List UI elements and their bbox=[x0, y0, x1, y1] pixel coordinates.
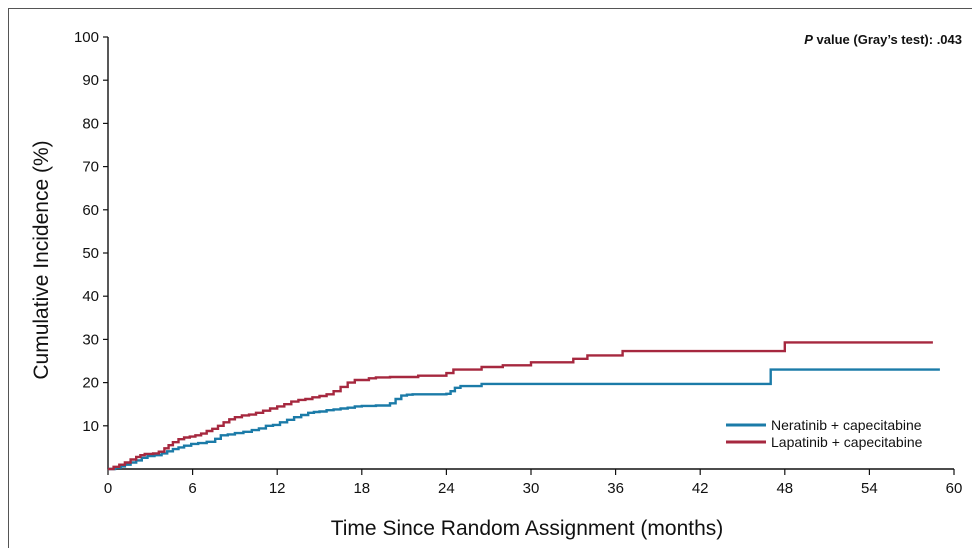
y-tick-label: 30 bbox=[82, 331, 99, 348]
x-tick-label: 6 bbox=[188, 480, 196, 497]
y-tick-label: 10 bbox=[82, 418, 99, 435]
y-axis-title: Cumulative Incidence (%) bbox=[30, 140, 53, 379]
x-tick-label: 12 bbox=[269, 480, 286, 497]
y-tick-label: 70 bbox=[82, 159, 99, 176]
p-value-italic-p: P bbox=[804, 32, 813, 47]
p-value-annotation: P value (Gray’s test): .043 bbox=[804, 32, 962, 47]
legend: Neratinib + capecitabine Lapatinib + cap… bbox=[726, 417, 923, 450]
legend-label-neratinib: Neratinib + capecitabine bbox=[771, 417, 922, 433]
y-tick-label: 50 bbox=[82, 245, 99, 262]
series-line-lapatinib bbox=[108, 341, 933, 471]
y-tick-label: 80 bbox=[82, 115, 99, 132]
x-tick-label: 24 bbox=[438, 480, 455, 497]
x-tick-label: 42 bbox=[692, 480, 709, 497]
x-axis-title: Time Since Random Assignment (months) bbox=[331, 517, 724, 540]
x-axis: 0 6 12 18 24 30 36 42 48 54 60 bbox=[104, 468, 963, 497]
legend-label-lapatinib: Lapatinib + capecitabine bbox=[771, 434, 923, 450]
x-tick-label: 0 bbox=[104, 480, 112, 497]
y-tick-label: 60 bbox=[82, 202, 99, 219]
y-tick-label: 20 bbox=[82, 375, 99, 392]
series-layer bbox=[108, 341, 940, 471]
y-axis: 10 20 30 40 50 60 70 80 90 100 bbox=[74, 29, 109, 469]
chart-frame bbox=[8, 8, 972, 548]
y-tick-label: 90 bbox=[82, 72, 99, 89]
x-tick-label: 36 bbox=[607, 480, 624, 497]
y-tick-label: 40 bbox=[82, 288, 99, 305]
x-tick-label: 54 bbox=[861, 480, 878, 497]
x-tick-label: 48 bbox=[776, 480, 793, 497]
x-tick-label: 18 bbox=[353, 480, 370, 497]
series-line-neratinib bbox=[108, 368, 940, 471]
x-tick-label: 60 bbox=[946, 480, 963, 497]
x-tick-label: 30 bbox=[523, 480, 540, 497]
p-value-text: value (Gray’s test): .043 bbox=[813, 32, 962, 47]
y-tick-label: 100 bbox=[74, 29, 99, 46]
